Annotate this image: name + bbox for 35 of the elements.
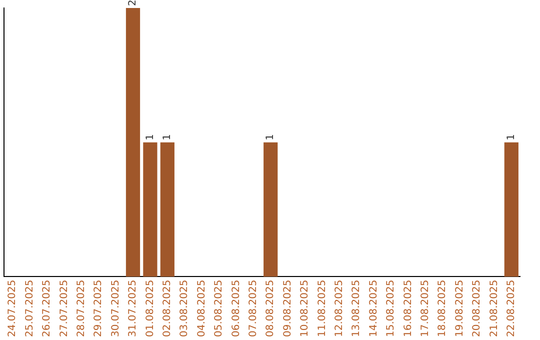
x-tick-label: 07.08.2025	[248, 280, 259, 338]
x-tick-label: 22.08.2025	[506, 280, 517, 338]
data-label: 1	[144, 134, 156, 140]
x-tick-label: 14.08.2025	[368, 280, 380, 338]
x-tick-label: 10.08.2025	[300, 280, 311, 338]
data-label: 1	[162, 134, 173, 140]
x-tick-label: 19.08.2025	[454, 280, 466, 338]
x-tick-label: 11.08.2025	[316, 280, 328, 338]
x-tick-label: 31.07.2025	[128, 280, 139, 338]
data-label: 1	[265, 134, 276, 140]
x-tick-label: 09.08.2025	[282, 280, 294, 338]
x-tick-label: 18.08.2025	[437, 280, 448, 338]
x-tick-label: 08.08.2025	[265, 280, 276, 338]
data-label: 2	[128, 0, 139, 6]
x-tick-label: 01.08.2025	[144, 280, 156, 338]
x-tick-label: 29.07.2025	[93, 280, 104, 338]
x-tick-label: 15.08.2025	[386, 280, 397, 338]
x-tick-label: 17.08.2025	[420, 280, 431, 338]
x-tick-label: 30.07.2025	[110, 280, 122, 338]
x-tick-label: 27.07.2025	[58, 280, 70, 338]
data-label: 1	[506, 134, 517, 140]
x-tick-label: 20.08.2025	[472, 280, 483, 338]
x-tick-label: 24.07.2025	[7, 280, 18, 338]
x-tick-label: 28.07.2025	[76, 280, 87, 338]
x-tick-label: 16.08.2025	[402, 280, 414, 338]
x-tick-label: 03.08.2025	[179, 280, 190, 338]
x-tick-label: 26.07.2025	[42, 280, 53, 338]
x-tick-label: 05.08.2025	[214, 280, 225, 338]
x-tick-label: 12.08.2025	[334, 280, 345, 338]
x-tick-label: 06.08.2025	[230, 280, 242, 338]
x-tick-label: 25.07.2025	[24, 280, 36, 338]
x-tick-label: 02.08.2025	[162, 280, 173, 338]
x-tick-label: 13.08.2025	[351, 280, 362, 338]
x-tick-label: 04.08.2025	[196, 280, 208, 338]
x-tick-label: 21.08.2025	[488, 280, 500, 338]
